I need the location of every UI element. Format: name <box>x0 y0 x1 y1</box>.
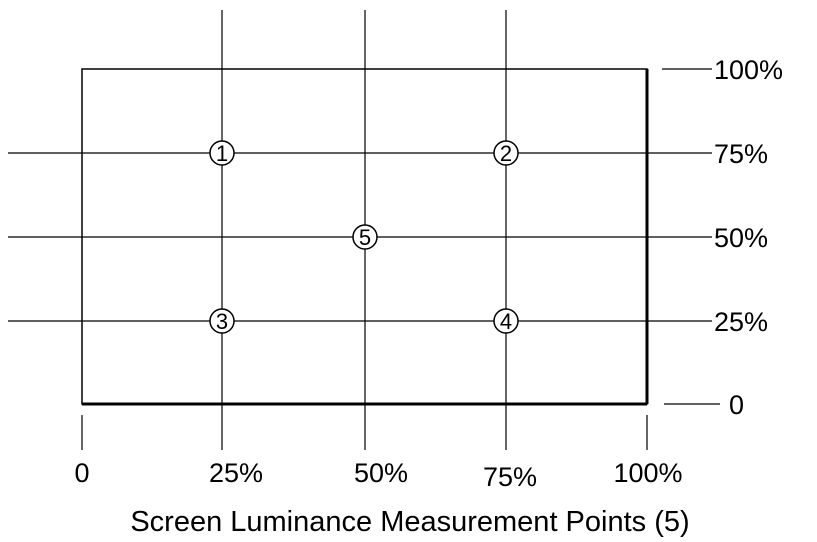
measurement-point-1: 1 <box>209 140 235 166</box>
point-label: 1 <box>216 141 228 166</box>
y-label-0: 0 <box>729 390 744 420</box>
x-label-50: 50% <box>354 458 408 488</box>
measurement-point-3: 3 <box>209 308 235 334</box>
measurement-point-5: 5 <box>352 224 378 250</box>
y-label-25: 25% <box>714 307 768 337</box>
point-marker-circle <box>493 140 519 166</box>
point-label: 3 <box>216 309 228 334</box>
point-label: 4 <box>500 309 512 334</box>
point-marker-circle <box>209 308 235 334</box>
point-marker-circle <box>493 308 519 334</box>
x-label-25: 25% <box>209 458 263 488</box>
x-label-75: 75% <box>483 462 537 492</box>
x-label-100: 100% <box>613 458 682 488</box>
point-marker-circle <box>209 140 235 166</box>
point-marker-circle <box>352 224 378 250</box>
point-label: 2 <box>500 141 512 166</box>
point-label: 5 <box>359 225 371 250</box>
y-label-75: 75% <box>714 139 768 169</box>
y-label-50: 50% <box>714 223 768 253</box>
measurement-point-4: 4 <box>493 308 519 334</box>
measurement-point-2: 2 <box>493 140 519 166</box>
y-label-100: 100% <box>714 55 783 85</box>
diagram-caption: Screen Luminance Measurement Points (5) <box>130 506 689 538</box>
x-label-0: 0 <box>74 458 89 488</box>
